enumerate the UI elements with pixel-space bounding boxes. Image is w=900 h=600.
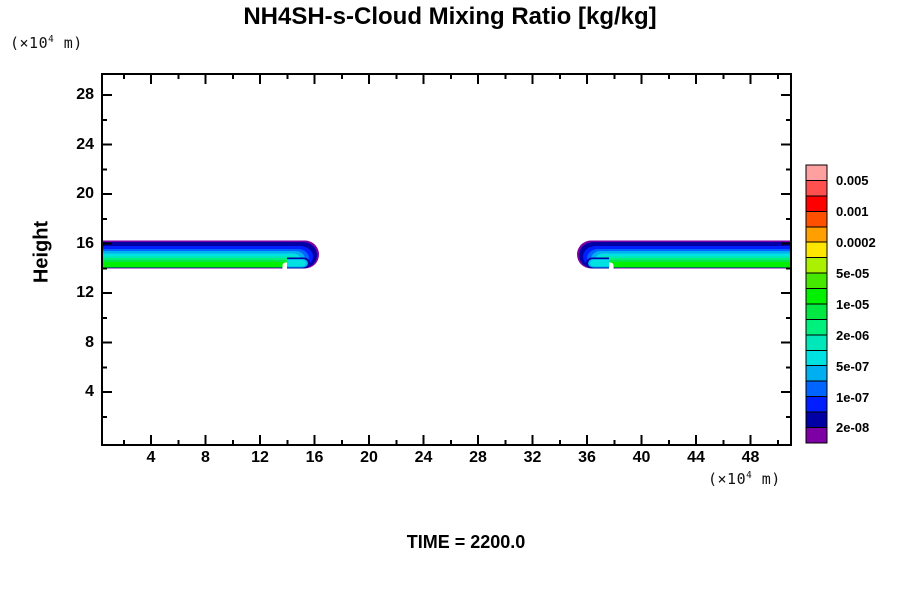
colorbar-cell — [805, 241, 828, 259]
colorbar-cell — [805, 195, 828, 212]
colorbar-cell — [805, 164, 828, 181]
x-axis-unit-prefix: (×10 — [708, 470, 747, 488]
y-tick-label: 12 — [76, 284, 94, 301]
x-tick-label: 12 — [251, 449, 269, 466]
colorbar-cell — [805, 272, 828, 290]
colorbar-cell — [805, 411, 828, 428]
x-tick-label: 40 — [632, 449, 651, 466]
colorbar-tick-label: 1e-05 — [836, 296, 870, 312]
colorbar-cell — [805, 426, 828, 444]
colorbar-tick-label: 1e-07 — [836, 389, 870, 405]
colorbar-cell — [805, 288, 828, 305]
y-axis-unit-label: (×104 m) — [10, 34, 83, 52]
plot-frame — [101, 73, 792, 446]
y-tick-label: 20 — [76, 185, 94, 202]
cloud-bands — [103, 240, 790, 272]
x-tick-label: 44 — [687, 449, 705, 466]
x-axis-unit-exponent: 4 — [746, 470, 753, 481]
colorbar-tick-label: 0.0002 — [836, 235, 876, 251]
colorbar-cell — [805, 334, 828, 351]
chart-title: NH4SH-s-Cloud Mixing Ratio [kg/kg] — [243, 3, 657, 30]
colorbar-tick-label: 5e-05 — [836, 266, 870, 282]
x-tick-label: 20 — [360, 449, 378, 466]
colorbar-cell — [805, 226, 828, 243]
y-axis-unit-exponent: 4 — [48, 34, 55, 45]
time-label: TIME = 2200.0 — [406, 532, 526, 552]
x-tick-label: 28 — [469, 449, 487, 466]
y-axis-unit-suffix: m) — [54, 34, 83, 52]
left-band-layer — [103, 262, 289, 268]
x-axis-unit-suffix: m) — [752, 470, 781, 488]
y-axis-unit-prefix: (×10 — [10, 34, 49, 52]
colorbar-cell — [805, 349, 828, 367]
colorbar-cell — [805, 210, 828, 228]
x-tick-label: 8 — [201, 449, 210, 466]
right-band-layer — [607, 262, 790, 268]
y-tick-label: 8 — [85, 333, 94, 351]
right-band-lobe — [590, 260, 609, 267]
colorbar-cell — [805, 380, 828, 398]
x-axis-unit-label: (×104 m) — [708, 470, 781, 488]
colorbar-cell — [805, 396, 828, 413]
y-tick-label: 24 — [76, 135, 94, 153]
y-tick-label: 28 — [76, 86, 94, 103]
colorbar-cell — [805, 179, 828, 197]
x-tick-label: 4 — [146, 449, 156, 466]
colorbar-tick-label: 2e-06 — [836, 327, 870, 343]
colorbar-cell — [805, 257, 828, 274]
x-tick-label: 48 — [741, 449, 760, 466]
x-tick-label: 32 — [523, 449, 542, 466]
y-tick-label: 16 — [76, 234, 94, 252]
colorbar-tick-label: 0.005 — [836, 173, 869, 189]
colorbar-tick-label: 2e-08 — [836, 420, 870, 436]
colorbar-cell — [805, 318, 828, 336]
y-tick-label: 4 — [85, 383, 94, 400]
x-tick-label: 36 — [578, 449, 596, 466]
colorbar-cell — [805, 365, 828, 382]
x-tick-label: 24 — [414, 449, 433, 466]
colorbar-tick-label: 5e-07 — [836, 358, 870, 374]
colorbar-tick-label: 0.001 — [836, 204, 869, 220]
colorbar-cell — [805, 303, 828, 320]
x-tick-label: 16 — [305, 449, 324, 466]
left-band-lobe — [287, 260, 306, 267]
